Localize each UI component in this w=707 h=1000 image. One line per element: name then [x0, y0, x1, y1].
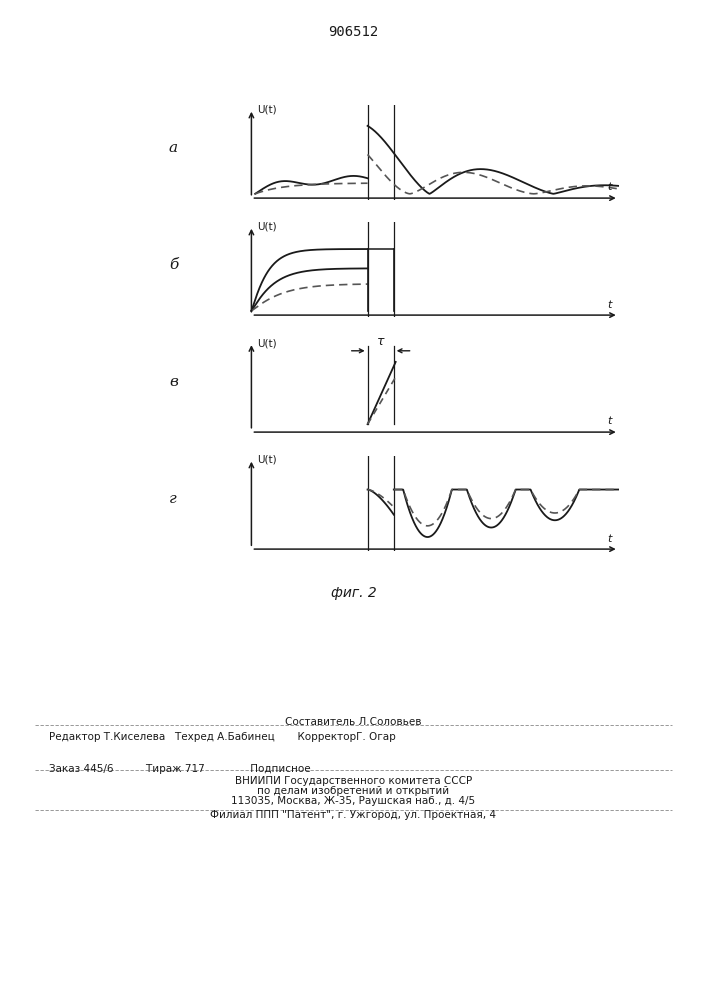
Text: в: в	[169, 375, 178, 389]
Text: U(t): U(t)	[257, 222, 276, 232]
Text: τ: τ	[377, 335, 385, 348]
Text: Составитель Л.Соловьев: Составитель Л.Соловьев	[285, 717, 422, 727]
Text: б: б	[169, 258, 178, 272]
Text: по делам изобретений и открытий: по делам изобретений и открытий	[257, 786, 450, 796]
Text: 113035, Москва, Ж-35, Раушская наб., д. 4/5: 113035, Москва, Ж-35, Раушская наб., д. …	[231, 796, 476, 806]
Text: U(t): U(t)	[257, 105, 276, 115]
Text: Филиал ППП "Патент", г. Ужгород, ул. Проектная, 4: Филиал ППП "Патент", г. Ужгород, ул. Про…	[211, 810, 496, 820]
Text: фиг. 2: фиг. 2	[331, 586, 376, 600]
Text: ВНИИПИ Государственного комитета СССР: ВНИИПИ Государственного комитета СССР	[235, 776, 472, 786]
Text: Заказ 445/6          Тираж 717              Подписное: Заказ 445/6 Тираж 717 Подписное	[49, 764, 311, 774]
Text: U(t): U(t)	[257, 455, 276, 465]
Text: Редактор Т.Киселева   Техред А.Бабинец       КорректорГ. Огар: Редактор Т.Киселева Техред А.Бабинец Кор…	[49, 732, 396, 742]
Text: t: t	[607, 300, 612, 310]
Text: а: а	[169, 141, 178, 155]
Text: U(t): U(t)	[257, 339, 276, 349]
Text: г: г	[169, 492, 177, 506]
Text: t: t	[607, 533, 612, 543]
Text: t: t	[607, 416, 612, 426]
Text: 906512: 906512	[328, 25, 379, 39]
Text: t: t	[607, 182, 612, 192]
